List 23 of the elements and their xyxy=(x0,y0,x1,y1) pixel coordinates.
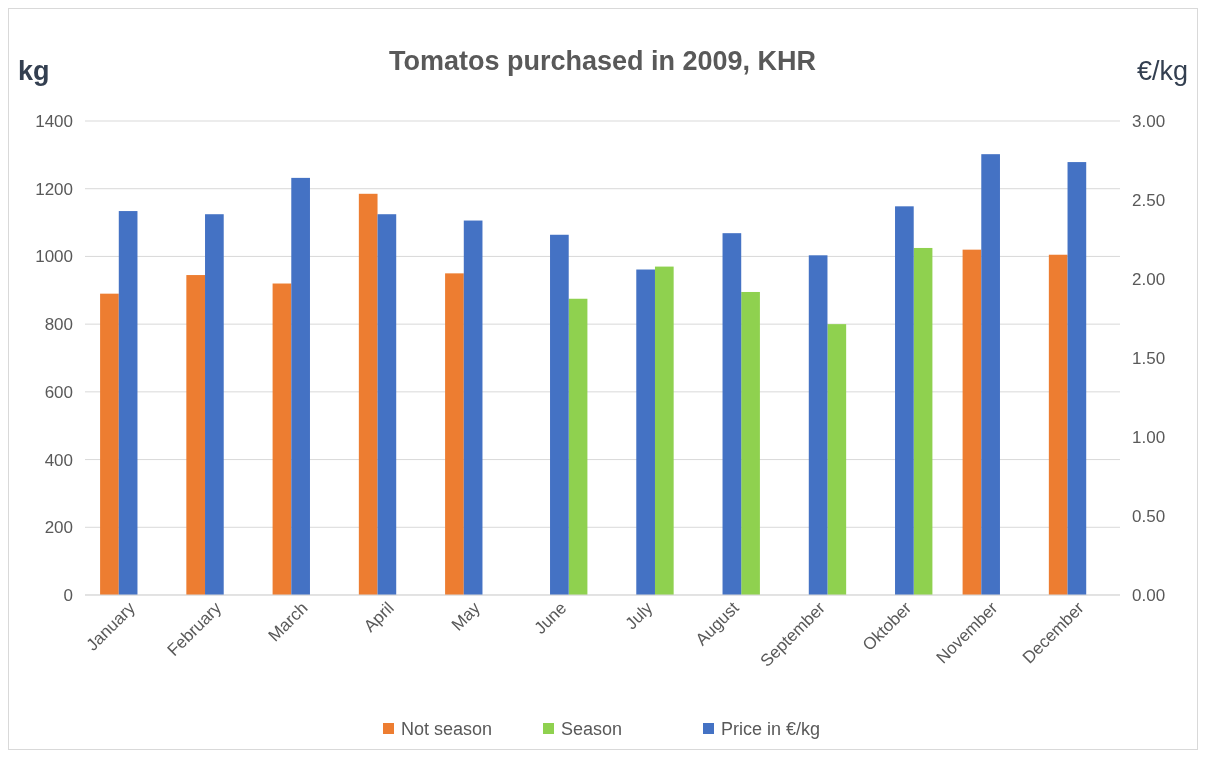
y-tick-label: 1200 xyxy=(35,179,73,199)
y2-tick-label: 0.00 xyxy=(1132,585,1166,605)
y-tick-label: 0 xyxy=(63,585,73,605)
y-axis-title: kg xyxy=(18,56,50,86)
x-tick-label: May xyxy=(447,598,485,635)
x-tick-label: July xyxy=(621,598,657,634)
legend-label: Price in €/kg xyxy=(721,719,821,739)
y-tick-label: 1400 xyxy=(35,111,73,131)
y2-tick-label: 1.00 xyxy=(1132,427,1166,447)
y-tick-label: 800 xyxy=(44,315,73,335)
legend-label: Season xyxy=(561,719,623,739)
y2-tick-label: 1.50 xyxy=(1132,348,1166,368)
y-tick-label: 400 xyxy=(44,450,73,470)
y2-tick-label: 3.00 xyxy=(1132,111,1166,131)
y2-tick-label: 2.00 xyxy=(1132,269,1166,289)
y2-axis-title: €/kg xyxy=(1136,56,1188,86)
y-tick-label: 1000 xyxy=(35,247,73,267)
y2-tick-label: 2.50 xyxy=(1132,190,1166,210)
y2-tick-label: 0.50 xyxy=(1132,506,1166,526)
chart-title: Tomatos purchased in 2009, KHR xyxy=(388,46,817,76)
legend-label: Not season xyxy=(401,719,493,739)
y-tick-label: 200 xyxy=(44,518,73,538)
y-tick-label: 600 xyxy=(44,382,73,402)
